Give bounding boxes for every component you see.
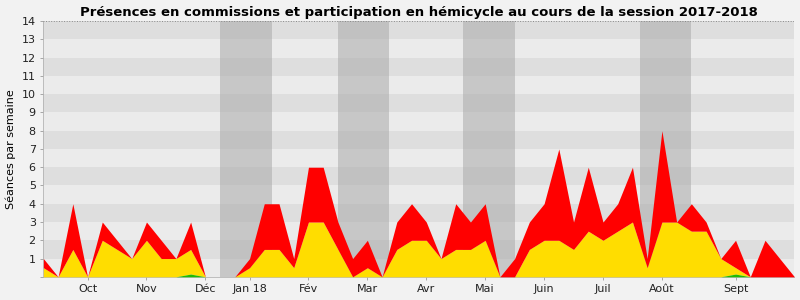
Bar	[43, 39, 794, 58]
Title: Présences en commissions et participation en hémicycle au cours de la session 20: Présences en commissions et participatio…	[80, 6, 758, 19]
Bar	[43, 167, 794, 185]
Bar	[43, 76, 794, 94]
Bar	[43, 21, 794, 39]
Bar	[220, 21, 272, 277]
Bar	[463, 21, 514, 277]
Bar	[43, 112, 794, 131]
Bar	[43, 222, 794, 240]
Bar	[43, 259, 794, 277]
Bar	[43, 58, 794, 76]
Bar	[338, 21, 390, 277]
Bar	[640, 21, 691, 277]
Bar	[43, 240, 794, 259]
Bar	[43, 149, 794, 167]
Bar	[43, 131, 794, 149]
Bar	[43, 94, 794, 112]
Y-axis label: Séances par semaine: Séances par semaine	[6, 89, 16, 209]
Bar	[43, 185, 794, 204]
Bar	[43, 204, 794, 222]
